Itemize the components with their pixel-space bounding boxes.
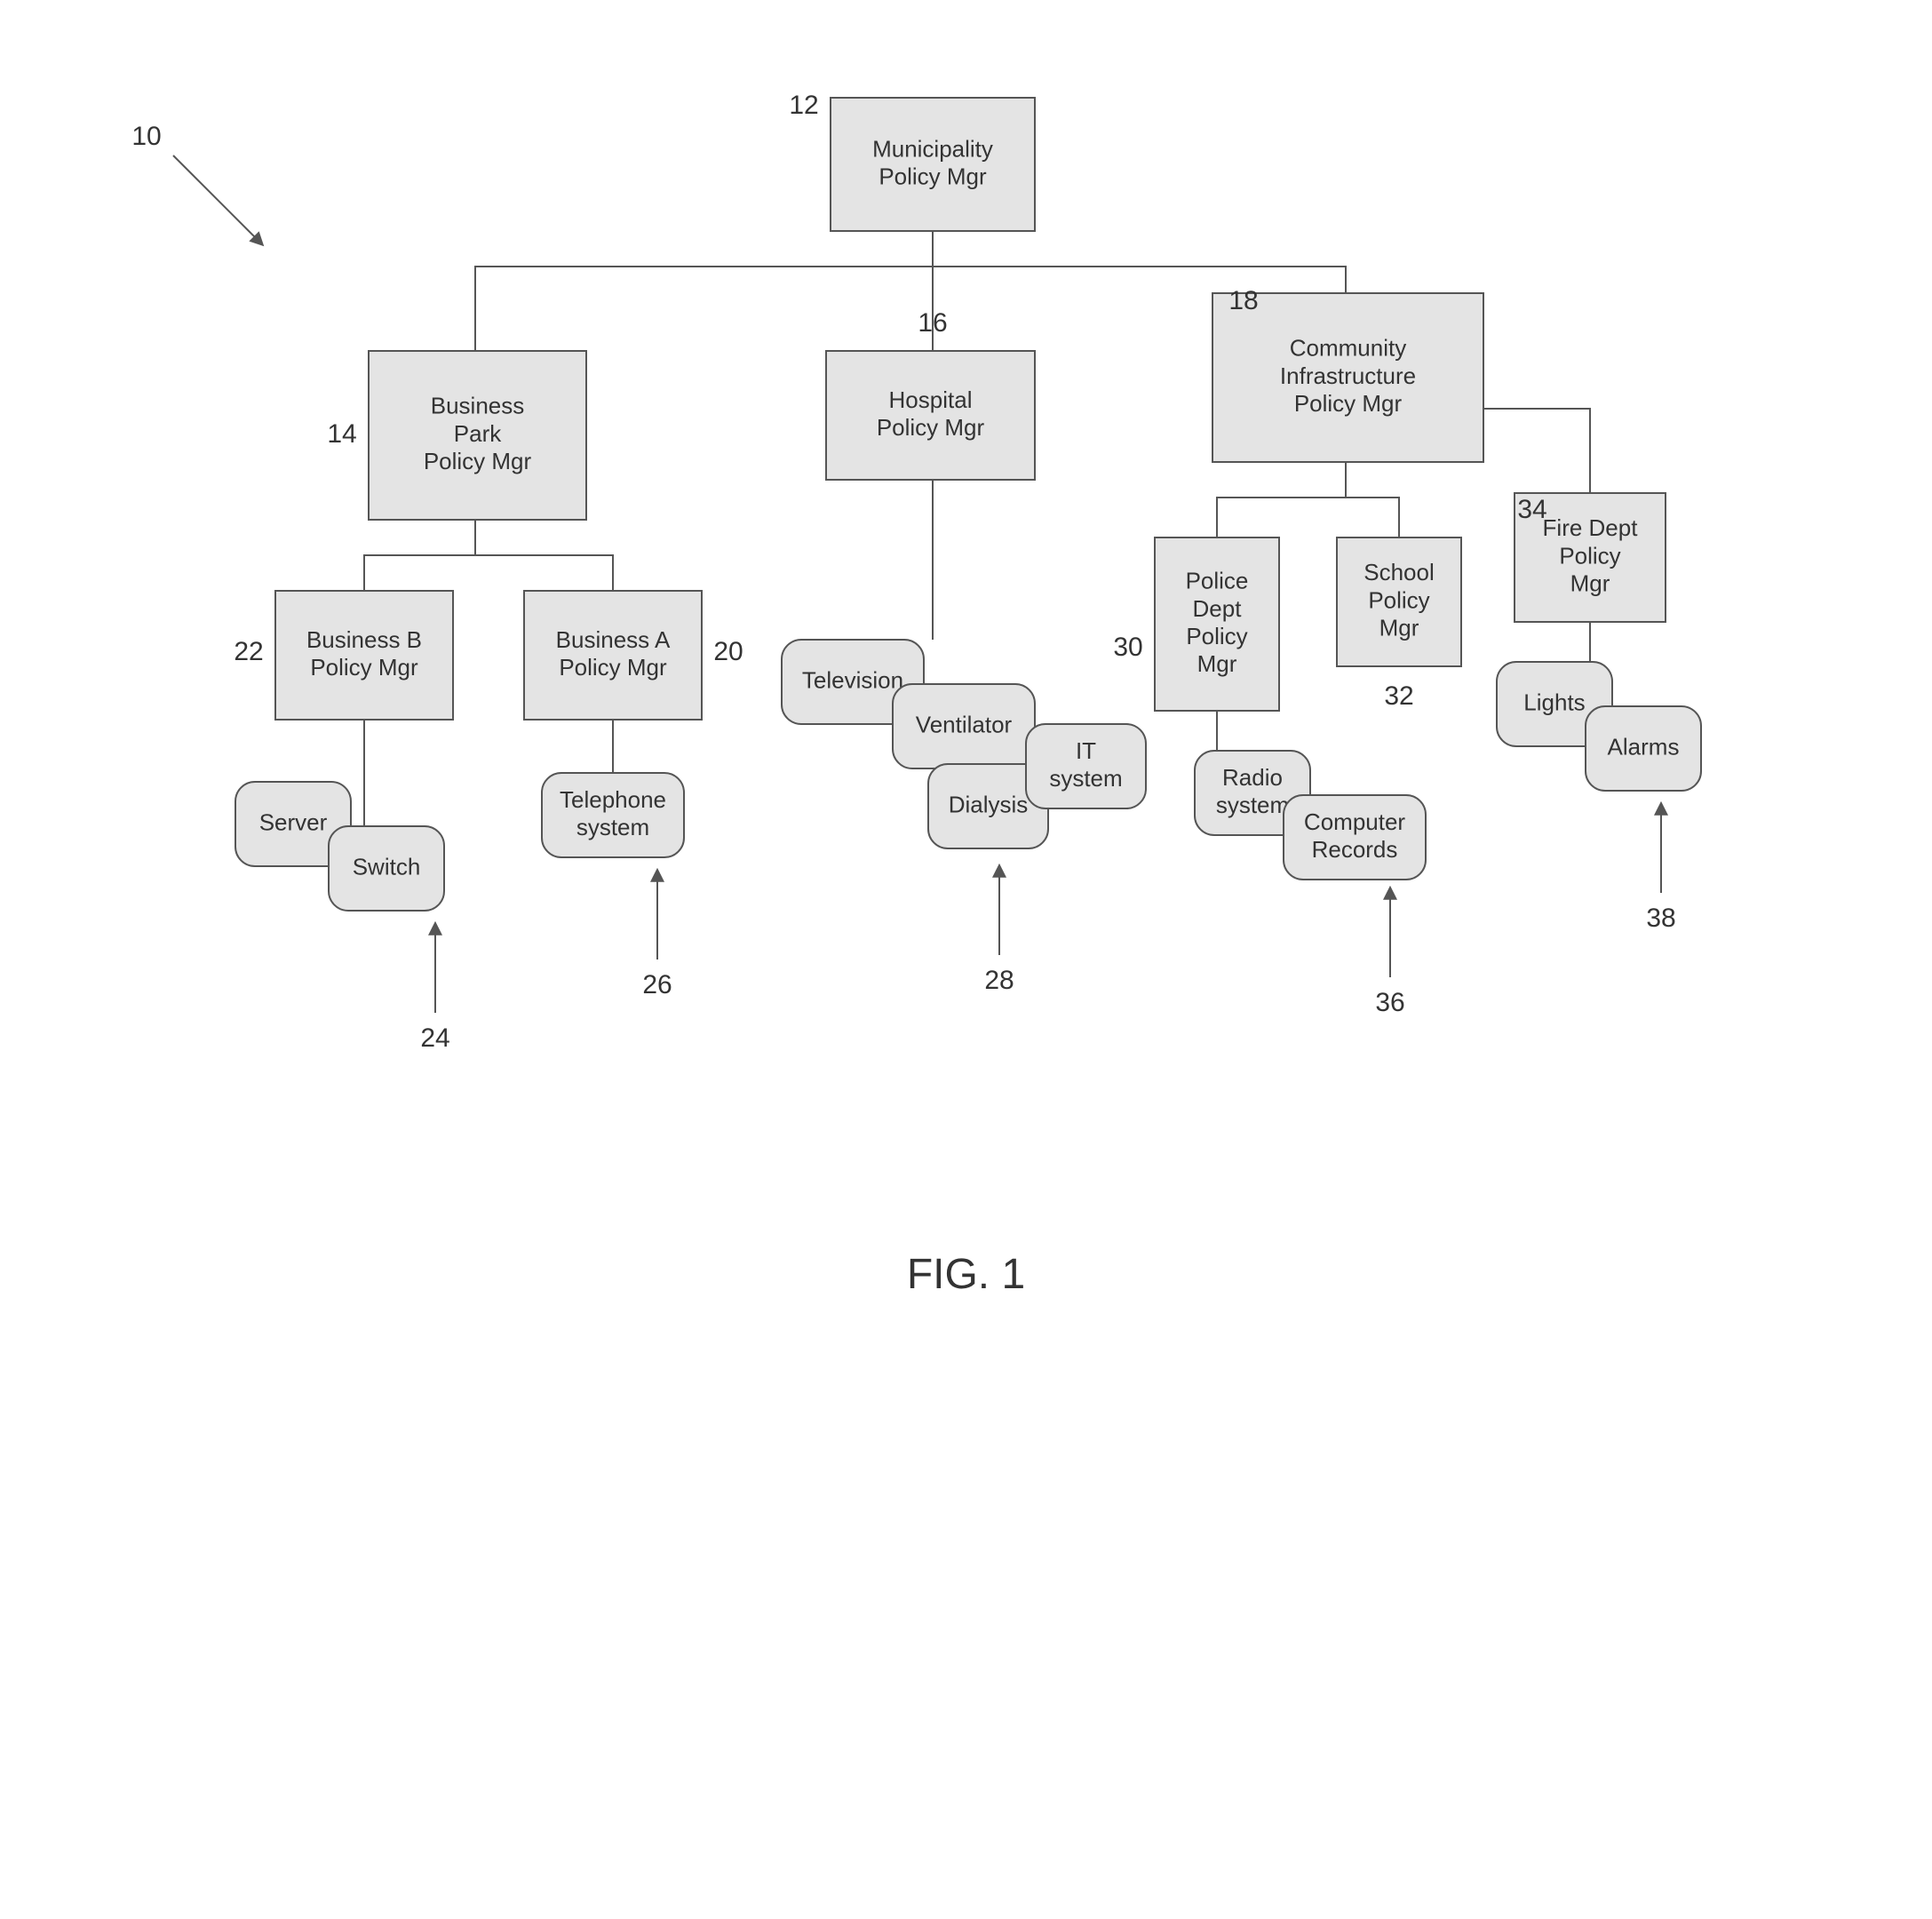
ref-number: 28 [984,966,1014,995]
node-it: ITsystem [1026,724,1146,808]
svg-text:Fire Dept: Fire Dept [1543,514,1639,541]
ref-number: 32 [1384,681,1413,711]
svg-text:system: system [1216,792,1289,818]
ref-number: 36 [1375,988,1404,1017]
svg-text:Business B: Business B [306,626,422,653]
svg-text:Policy Mgr: Policy Mgr [879,163,987,189]
svg-text:Alarms: Alarms [1608,733,1680,760]
svg-text:Lights: Lights [1523,689,1585,715]
node-n18: CommunityInfrastructurePolicy Mgr [1212,293,1483,462]
ref-number: 38 [1646,904,1675,933]
svg-text:Policy Mgr: Policy Mgr [559,654,667,681]
svg-text:Police: Police [1186,568,1249,594]
svg-text:IT: IT [1076,737,1096,764]
node-crec: ComputerRecords [1284,795,1426,880]
svg-text:Mgr: Mgr [1379,615,1419,641]
node-tel: Telephonesystem [542,773,684,857]
node-switch: Switch [329,826,444,911]
node-n12: MunicipalityPolicy Mgr [831,98,1035,231]
svg-text:Policy Mgr: Policy Mgr [310,654,418,681]
ref-number: 20 [713,637,743,666]
svg-text:Computer: Computer [1304,808,1405,835]
node-n22: Business BPolicy Mgr [275,591,453,720]
svg-text:Dept: Dept [1193,595,1243,622]
svg-text:Community: Community [1290,335,1406,362]
svg-text:system: system [1049,765,1122,792]
svg-text:Hospital: Hospital [889,386,973,413]
ref-number: 26 [642,970,672,999]
ref-number: 16 [918,308,947,338]
connector [1346,462,1399,537]
ref-number: 22 [234,637,263,666]
connector [933,231,1346,293]
ref-number: 18 [1228,286,1258,315]
svg-text:Ventilator: Ventilator [916,711,1013,737]
node-n30: PoliceDeptPolicyMgr [1155,537,1279,711]
node-n14: BusinessParkPolicy Mgr [369,351,586,520]
ref-number: 24 [420,1023,449,1053]
connector [1483,409,1590,493]
svg-text:Municipality: Municipality [872,135,993,162]
svg-text:Policy Mgr: Policy Mgr [1294,390,1403,417]
node-n16: HospitalPolicy Mgr [826,351,1035,480]
svg-text:Server: Server [259,808,328,835]
svg-text:Park: Park [454,420,502,447]
ref-number: 30 [1113,633,1142,662]
svg-text:Policy Mgr: Policy Mgr [424,448,532,474]
connector [364,520,475,591]
svg-text:Telephone: Telephone [560,786,666,813]
svg-text:Records: Records [1312,836,1398,863]
node-n32: SchoolPolicyMgr [1337,537,1461,666]
ref-arrow [173,155,262,244]
ref-number: 34 [1517,495,1546,524]
connector [475,231,933,351]
svg-text:system: system [576,814,649,840]
svg-text:Mgr: Mgr [1197,650,1237,677]
svg-text:Dialysis: Dialysis [949,791,1029,817]
node-alarms: Alarms [1586,706,1701,791]
svg-text:Business: Business [431,393,525,419]
ref-number: 12 [789,91,818,120]
node-vent: Ventilator [893,684,1035,768]
svg-text:Business A: Business A [556,626,671,653]
svg-text:Infrastructure: Infrastructure [1280,362,1416,389]
svg-text:Policy: Policy [1368,586,1429,613]
svg-text:Radio: Radio [1222,764,1283,791]
svg-text:Television: Television [802,666,903,693]
svg-text:Policy Mgr: Policy Mgr [877,414,985,441]
connector [1217,462,1346,537]
connector [475,520,613,591]
nodes-group: MunicipalityPolicy MgrBusinessParkPolicy… [235,98,1701,911]
svg-text:Policy: Policy [1559,542,1620,569]
svg-text:Switch: Switch [353,853,421,880]
svg-text:Mgr: Mgr [1570,570,1610,597]
node-n20: Business APolicy Mgr [524,591,702,720]
ref-number: 14 [327,419,356,449]
figure-label: FIG. 1 [907,1251,1025,1298]
svg-text:Policy: Policy [1186,623,1247,649]
svg-text:School: School [1364,559,1435,585]
ref-number: 10 [131,122,161,151]
